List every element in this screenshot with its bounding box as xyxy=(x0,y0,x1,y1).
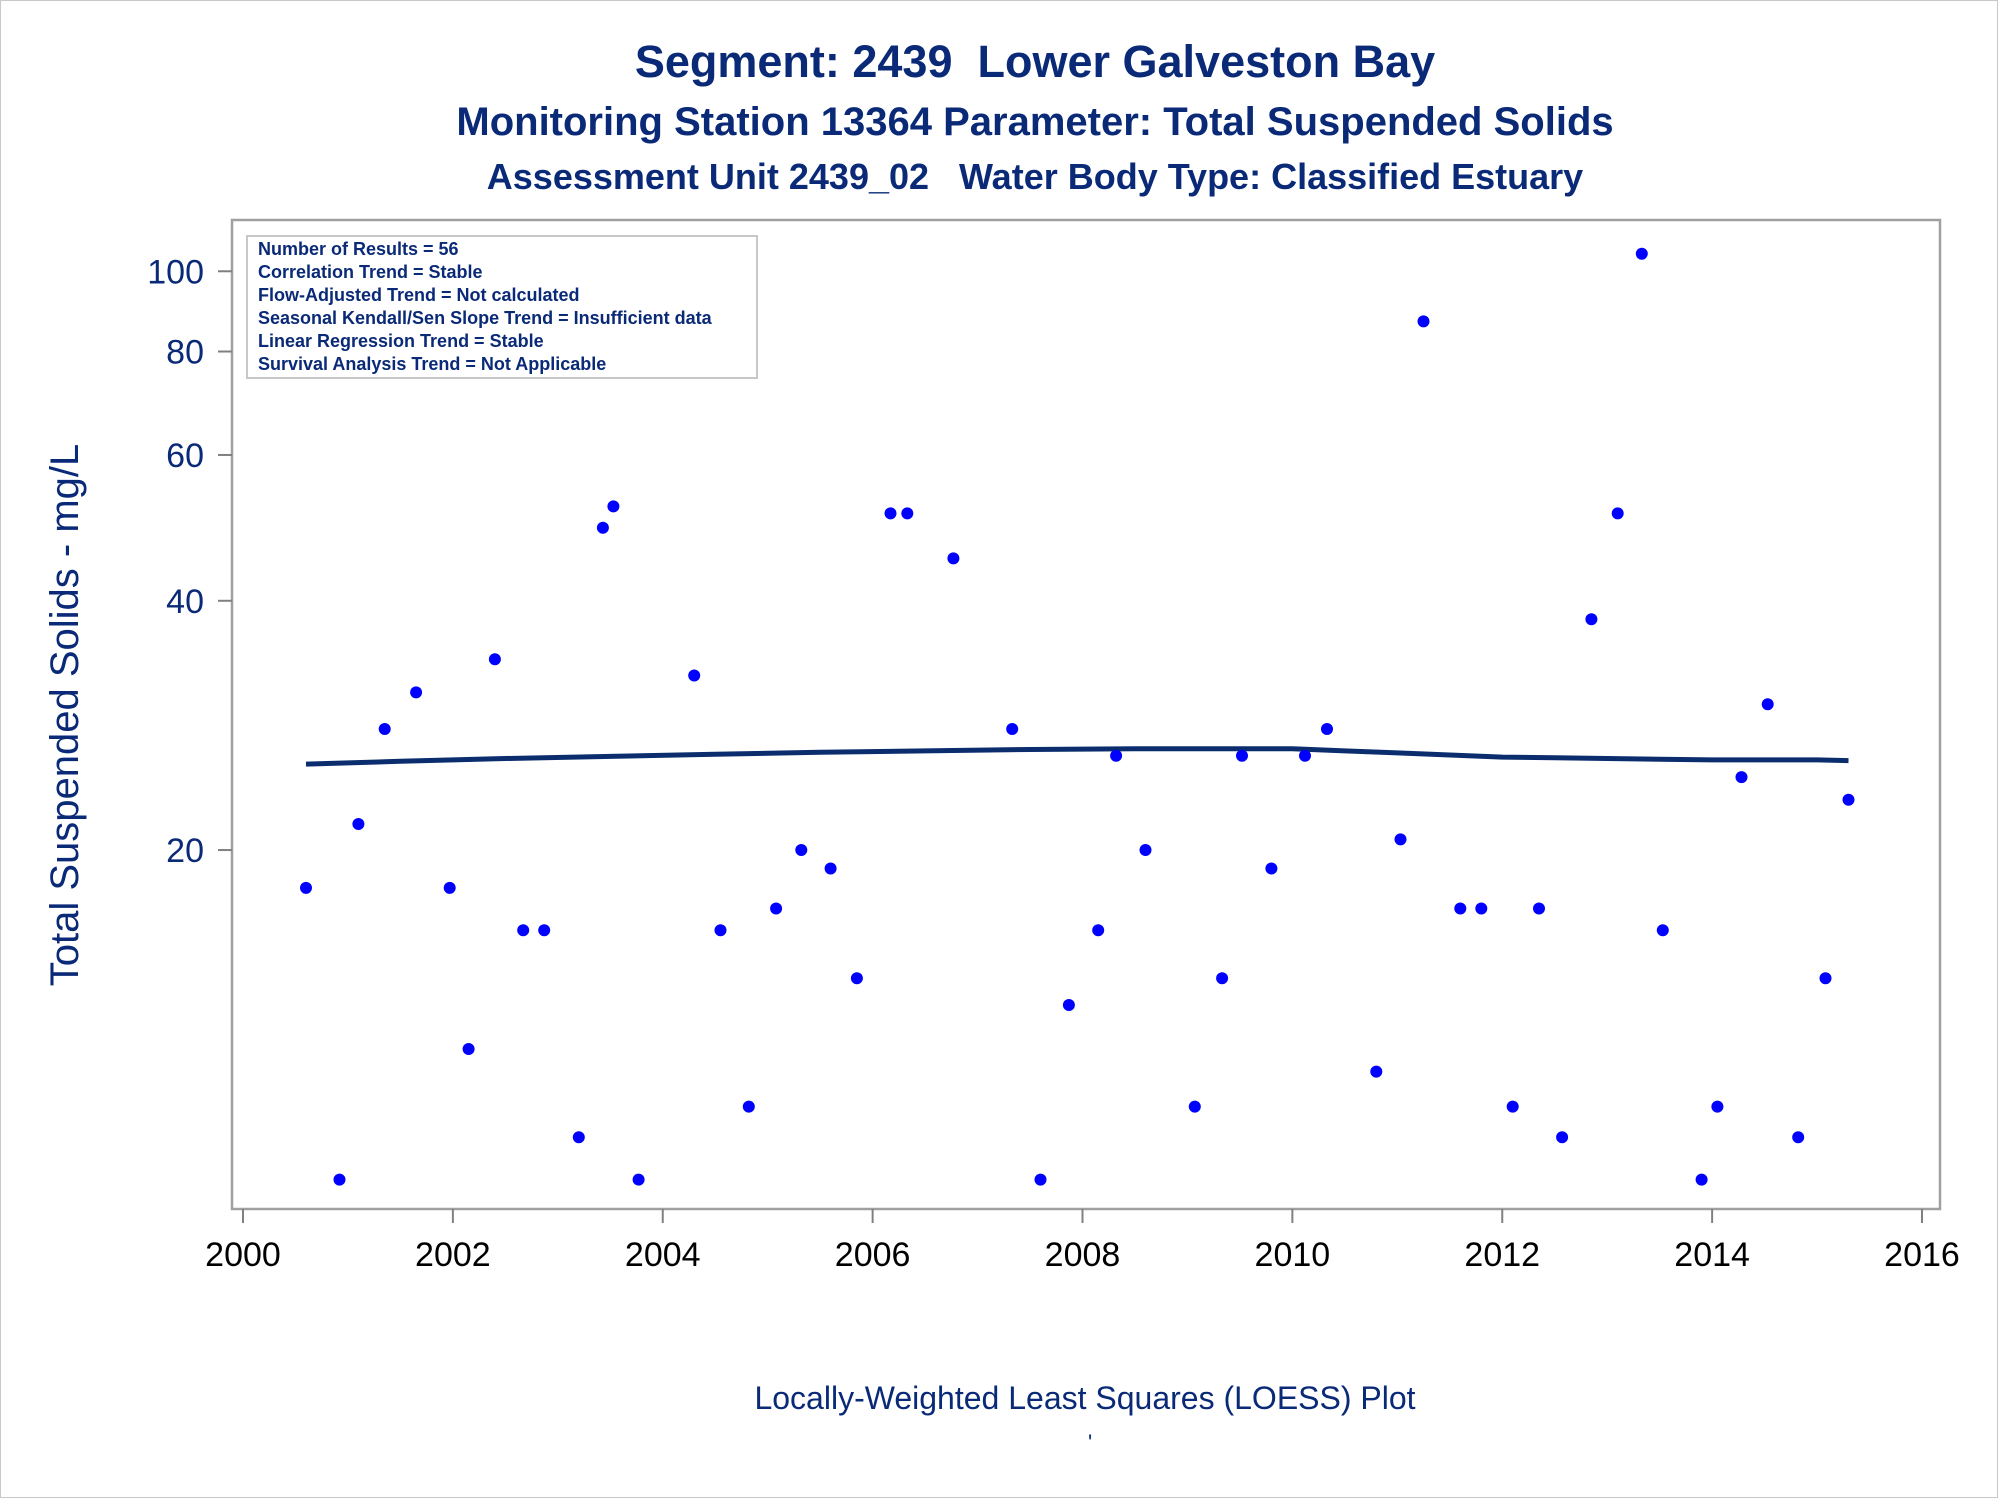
data-point xyxy=(1417,315,1430,328)
data-point xyxy=(1299,749,1311,762)
y-tick-label: 40 xyxy=(166,583,204,621)
stats-box-line: Seasonal Kendall/Sen Slope Trend = Insuf… xyxy=(258,308,713,328)
data-point xyxy=(1711,1100,1724,1113)
y-tick-label: 20 xyxy=(166,832,204,870)
data-point xyxy=(1792,1131,1805,1144)
data-point xyxy=(1695,1173,1708,1186)
x-tick-label: 2014 xyxy=(1674,1236,1750,1274)
x-tick-label: 2016 xyxy=(1884,1236,1960,1274)
data-point xyxy=(1506,1100,1519,1113)
x-tick-label: 2010 xyxy=(1255,1236,1331,1274)
data-point xyxy=(1370,1065,1383,1078)
plot-footnote: Locally-Weighted Least Squares (LOESS) P… xyxy=(754,1380,1416,1416)
data-point xyxy=(410,686,423,699)
y-tick-label: 100 xyxy=(147,253,204,291)
stats-legend-box: Number of Results = 56 Correlation Trend … xyxy=(246,235,758,379)
data-point xyxy=(488,653,501,666)
stats-box-border xyxy=(246,235,758,379)
x-tick-label: 2004 xyxy=(625,1236,701,1274)
x-tick-label: 2012 xyxy=(1464,1236,1540,1274)
y-axis: 20 40 60 80 100 xyxy=(147,253,232,870)
data-point xyxy=(1761,698,1774,711)
data-point xyxy=(1475,902,1488,915)
data-point xyxy=(1188,1100,1201,1113)
data-point xyxy=(1635,247,1648,260)
x-tick-label: 2008 xyxy=(1045,1236,1121,1274)
data-point xyxy=(1265,862,1278,875)
data-point xyxy=(947,552,960,565)
data-point xyxy=(443,881,456,894)
data-point xyxy=(688,669,701,682)
chart-subtitle: Monitoring Station 13364 Parameter: Tota… xyxy=(456,100,1614,144)
data-point xyxy=(607,500,620,513)
data-point xyxy=(901,507,914,520)
data-points xyxy=(300,247,1855,1186)
data-point xyxy=(1842,793,1855,806)
chart-title: Segment: 2439 Lower Galveston Bay xyxy=(634,36,1436,87)
data-point xyxy=(1062,999,1075,1011)
y-tick-label: 60 xyxy=(166,437,204,475)
data-point xyxy=(352,818,365,830)
data-point xyxy=(572,1131,585,1144)
x-tick-label: 2002 xyxy=(415,1236,491,1274)
data-point xyxy=(1321,723,1333,735)
data-point xyxy=(714,924,727,937)
data-point xyxy=(1110,749,1123,762)
data-point xyxy=(1585,613,1598,626)
data-point xyxy=(1611,507,1624,520)
data-point xyxy=(1394,833,1407,846)
x-axis: 2000 2002 2004 2006 2008 2010 2012 2014 2016 xyxy=(205,1209,1960,1274)
x-tick-label: 2000 xyxy=(205,1236,281,1274)
data-point xyxy=(795,844,808,856)
stats-box-line: Flow-Adjusted Trend = Not calculated xyxy=(258,285,580,305)
data-point xyxy=(462,1043,475,1055)
data-point xyxy=(850,972,863,985)
data-point xyxy=(596,521,609,534)
data-point xyxy=(1216,972,1229,985)
data-point xyxy=(884,507,897,520)
plot-area xyxy=(230,218,1942,1211)
data-point xyxy=(300,881,312,894)
stats-box-line: Survival Analysis Trend = Not Applicable xyxy=(258,354,606,374)
y-tick-label: 80 xyxy=(166,334,204,372)
data-point xyxy=(1656,924,1669,937)
data-point xyxy=(378,723,391,735)
data-point xyxy=(632,1173,645,1186)
data-point xyxy=(517,924,530,937)
data-point xyxy=(1735,771,1748,784)
data-point xyxy=(1034,1173,1047,1186)
data-point xyxy=(1556,1131,1569,1144)
data-point xyxy=(824,862,837,875)
chart-subtitle-secondary: Assessment Unit 2439_02 Water Body Type:… xyxy=(486,156,1584,197)
x-tick-label: 2006 xyxy=(835,1236,911,1274)
data-point xyxy=(333,1173,346,1186)
data-point xyxy=(538,924,551,937)
stats-box-line: Number of Results = 56 xyxy=(258,239,459,259)
loess-trend-line xyxy=(305,746,1849,767)
data-point xyxy=(1006,723,1019,735)
stats-box-line: Correlation Trend = Stable xyxy=(258,262,483,282)
data-point xyxy=(1819,972,1832,985)
data-point xyxy=(1454,902,1467,915)
y-axis-label: Total Suspended Solids - mg/L xyxy=(43,444,87,987)
data-point xyxy=(1092,924,1105,937)
data-point xyxy=(770,902,783,915)
footnote-mark: ' xyxy=(1088,1430,1093,1455)
data-point xyxy=(742,1100,755,1113)
data-point xyxy=(1139,844,1152,856)
data-point xyxy=(1236,749,1248,762)
stats-box-line: Linear Regression Trend = Stable xyxy=(258,331,544,351)
data-point xyxy=(1533,902,1545,915)
